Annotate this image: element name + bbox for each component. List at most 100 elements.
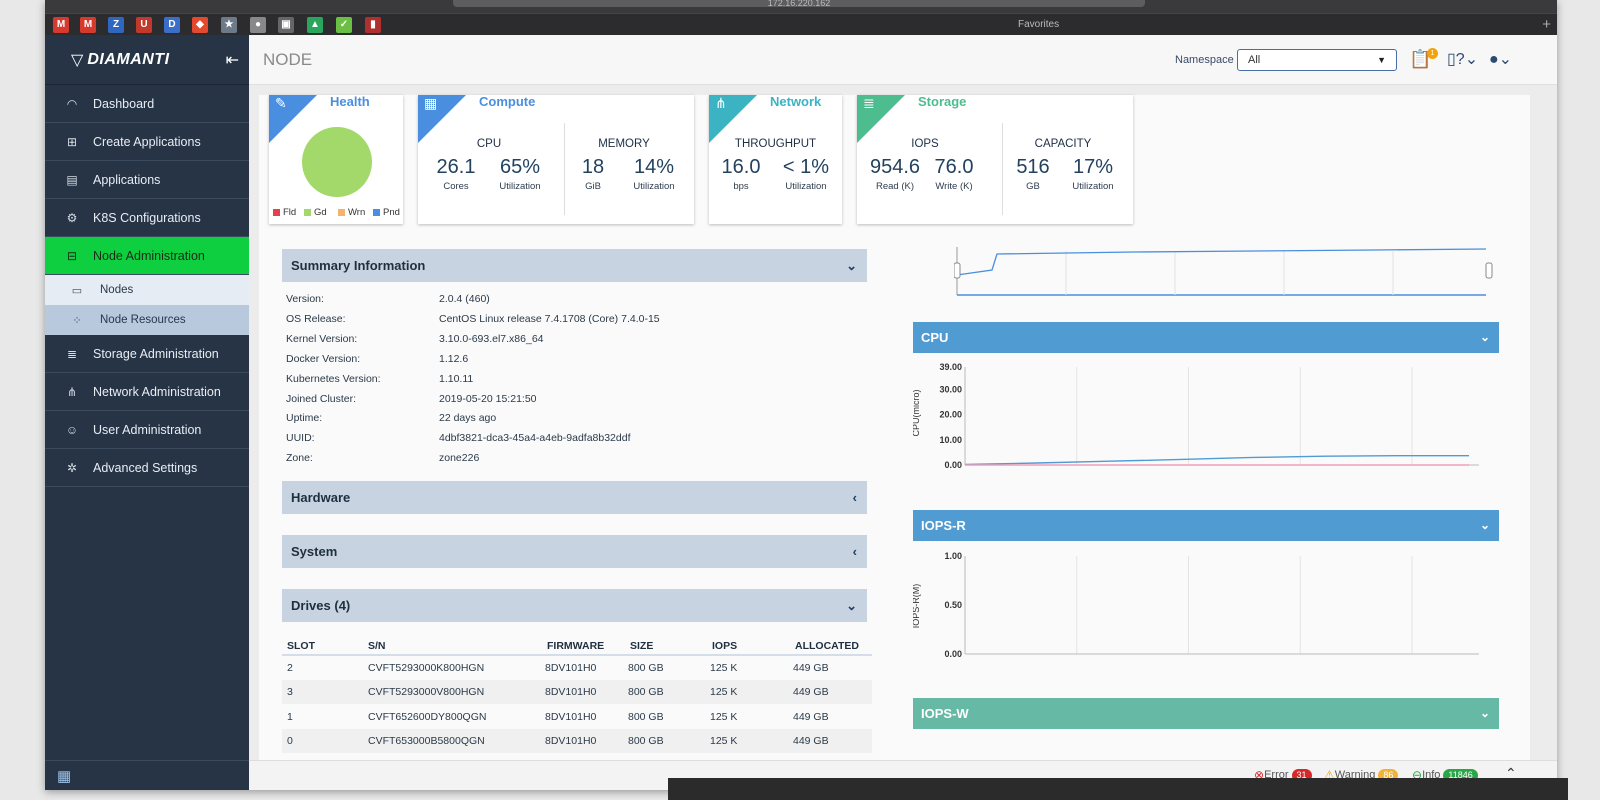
- cpu-label: CPU: [476, 138, 502, 150]
- chevron-left-icon: ‹: [852, 490, 857, 505]
- sidebar-subitem-label: Nodes: [100, 284, 134, 296]
- health-pie-chart[interactable]: [302, 127, 372, 197]
- bookmark-icon[interactable]: ★: [221, 17, 237, 33]
- address-bar[interactable]: 172.16.220.162: [453, 0, 1145, 7]
- bookmark-icon[interactable]: ▣: [278, 17, 294, 33]
- sidebar-item-label: Applications: [93, 172, 161, 187]
- sidebar-item-node-administration[interactable]: ⊟ Node Administration: [45, 237, 249, 275]
- namespace-select[interactable]: All ▼: [1237, 49, 1397, 71]
- table-row[interactable]: 3 CVFT5293000V800HGN 8DV101H0 800 GB 125 K 44…: [282, 680, 872, 704]
- compute-card: ▦ Compute CPU 26.1 Cores 65% Utilization…: [418, 95, 694, 224]
- drive-icon[interactable]: ▲: [307, 17, 323, 33]
- dashboard-icon: ◠: [66, 96, 78, 111]
- bookmark-icon[interactable]: ▮: [365, 17, 381, 33]
- brand-name: DIAMANTI: [87, 50, 170, 68]
- new-tab-plus-icon[interactable]: +: [1542, 16, 1551, 33]
- sidebar-item-applications[interactable]: ▤ Applications: [45, 161, 249, 199]
- hardware-accordion-header[interactable]: Hardware ‹: [282, 481, 867, 514]
- summary-row: Kernel Version: 3.10.0-693.el7.x86_64: [286, 333, 544, 345]
- table-row[interactable]: 1 CVFT652600DY800QGN 8DV101H0 800 GB 125 K 44…: [287, 711, 829, 723]
- help-icon[interactable]: ▯?⌄: [1447, 51, 1479, 68]
- range-handle-left[interactable]: [954, 262, 961, 279]
- user-avatar-icon[interactable]: ●⌄: [1489, 51, 1513, 68]
- chart-title: IOPS-R: [921, 518, 966, 533]
- capacity-util-unit: Utilization: [1072, 181, 1114, 192]
- clipboard-icon[interactable]: 📋: [1409, 49, 1432, 69]
- cpu-chart[interactable]: CPU(micro) 39.00 30.00 20.00 10.00 0.00: [913, 361, 1493, 481]
- sidebar-subitem-nodes[interactable]: ▭ Nodes: [45, 275, 249, 305]
- sidebar-item-dashboard[interactable]: ◠ Dashboard: [45, 85, 249, 123]
- chart-title: CPU: [921, 330, 949, 345]
- iops-r-chart[interactable]: IOPS-R(M) 1.00 0.50 0.00: [913, 550, 1493, 670]
- accordion-title: System: [291, 544, 338, 559]
- range-handle-right[interactable]: [1485, 262, 1493, 279]
- shield-icon[interactable]: U: [136, 17, 152, 33]
- gmail-icon[interactable]: M: [80, 17, 96, 33]
- network-util-unit: Utilization: [785, 181, 827, 192]
- favorites-label: Favorites: [1018, 19, 1060, 30]
- calendar-icon[interactable]: ▦: [57, 768, 72, 785]
- server-icon: ⊟: [66, 248, 78, 263]
- memory-unit: GiB: [585, 181, 601, 192]
- iops-w-chart-header[interactable]: IOPS-W ⌄: [913, 698, 1499, 729]
- sidebar-item-storage-administration[interactable]: ≣ Storage Administration: [45, 335, 249, 373]
- cpu-chart-header[interactable]: CPU ⌄: [913, 322, 1499, 353]
- sidebar-item-network-administration[interactable]: ⋔ Network Administration: [45, 373, 249, 411]
- warning-icon: ⚠: [1324, 768, 1335, 782]
- column-header[interactable]: SIZE: [630, 640, 654, 652]
- read-iops-unit: Read (K): [875, 181, 914, 192]
- sidebar-item-advanced-settings[interactable]: ✲ Advanced Settings: [45, 449, 249, 487]
- sidebar-item-label: Create Applications: [93, 134, 201, 149]
- network-card: ⋔ Network THROUGHPUT 16.0 bps < 1% Utili…: [709, 95, 842, 224]
- iops-r-chart-header[interactable]: IOPS-R ⌄: [913, 510, 1499, 541]
- column-header[interactable]: SLOT: [287, 640, 315, 652]
- table-row[interactable]: 0 CVFT653000B5800QGN 8DV101H0 800 GB 125 K 44…: [282, 729, 872, 753]
- health-icon: ✎: [275, 95, 287, 111]
- cpu-util-unit: Utilization: [499, 181, 541, 192]
- bookmark-icon[interactable]: Z: [108, 17, 124, 33]
- y-tick-label: 1.00: [944, 551, 962, 561]
- bookmark-icon[interactable]: D: [164, 17, 180, 33]
- sidebar-item-label: Node Administration: [93, 248, 205, 263]
- summary-accordion-header[interactable]: Summary Information ⌄: [282, 249, 867, 282]
- sidebar-item-create-applications[interactable]: ⊞ Create Applications: [45, 123, 249, 161]
- chevron-up-icon[interactable]: ⌃: [1505, 765, 1517, 781]
- database-icon: ≣: [66, 346, 78, 361]
- column-header[interactable]: IOPS: [712, 640, 738, 652]
- legend-pending: Pnd: [373, 207, 400, 218]
- series-line[interactable]: [964, 455, 1469, 466]
- column-header[interactable]: ALLOCATED: [795, 640, 859, 652]
- summary-row: Kubernetes Version: 1.10.11: [286, 373, 474, 385]
- system-accordion-header[interactable]: System ‹: [282, 535, 867, 568]
- y-tick-label: 0.50: [944, 600, 962, 610]
- gitlab-icon[interactable]: ◆: [192, 17, 208, 33]
- collapse-sidebar-icon[interactable]: ⇤: [225, 51, 239, 69]
- chevron-down-icon: ⌄: [1479, 518, 1490, 532]
- y-tick-label: 39.00: [939, 362, 962, 372]
- drives-accordion-header[interactable]: Drives (4) ⌄: [282, 589, 867, 622]
- y-tick-label: 10.00: [939, 435, 962, 445]
- storage-card: ≣ Storage IOPS 954.6 Read (K) 76.0 Write…: [857, 95, 1133, 224]
- resources-icon: ⁘: [72, 314, 82, 327]
- column-header[interactable]: S/N: [368, 640, 386, 652]
- bookmark-icon[interactable]: ✓: [336, 17, 352, 33]
- gmail-icon[interactable]: M: [53, 17, 69, 33]
- card-title: Health: [330, 95, 370, 109]
- table-row[interactable]: 2 CVFT5293000K800HGN 8DV101H0 800 GB 125 K 44…: [287, 662, 829, 674]
- y-tick-label: 30.00: [939, 385, 962, 395]
- time-range-navigator[interactable]: [954, 245, 1499, 301]
- health-card: ✎ Health Fld Gd Wrn Pnd: [269, 95, 403, 224]
- chevron-down-icon: ⌄: [1479, 706, 1490, 720]
- bookmark-icon[interactable]: ●: [250, 17, 266, 33]
- column-header[interactable]: FIRMWARE: [547, 640, 605, 652]
- summary-row: Zone: zone226: [286, 452, 480, 464]
- chevron-left-icon: ‹: [852, 544, 857, 559]
- sidebar-item-user-administration[interactable]: ☺ User Administration: [45, 411, 249, 449]
- browser-window: 172.16.220.162 M M Z U D ◆ ★ ● ▣ ▲ ✓ ▮ F…: [45, 0, 1557, 790]
- node-panel: ✎ Health Fld Gd Wrn Pnd ▦ Compute CPU 26…: [259, 95, 1530, 760]
- sidebar-item-k8s-configurations[interactable]: ⚙ K8S Configurations: [45, 199, 249, 237]
- capacity-label: CAPACITY: [1034, 138, 1092, 150]
- sidebar-subitem-node-resources[interactable]: ⁘ Node Resources: [45, 305, 249, 335]
- favorites-bar: M M Z U D ◆ ★ ● ▣ ▲ ✓ ▮ Favorites +: [45, 13, 1557, 35]
- summary-row: OS Release: CentOS Linux release 7.4.1708…: [286, 313, 660, 325]
